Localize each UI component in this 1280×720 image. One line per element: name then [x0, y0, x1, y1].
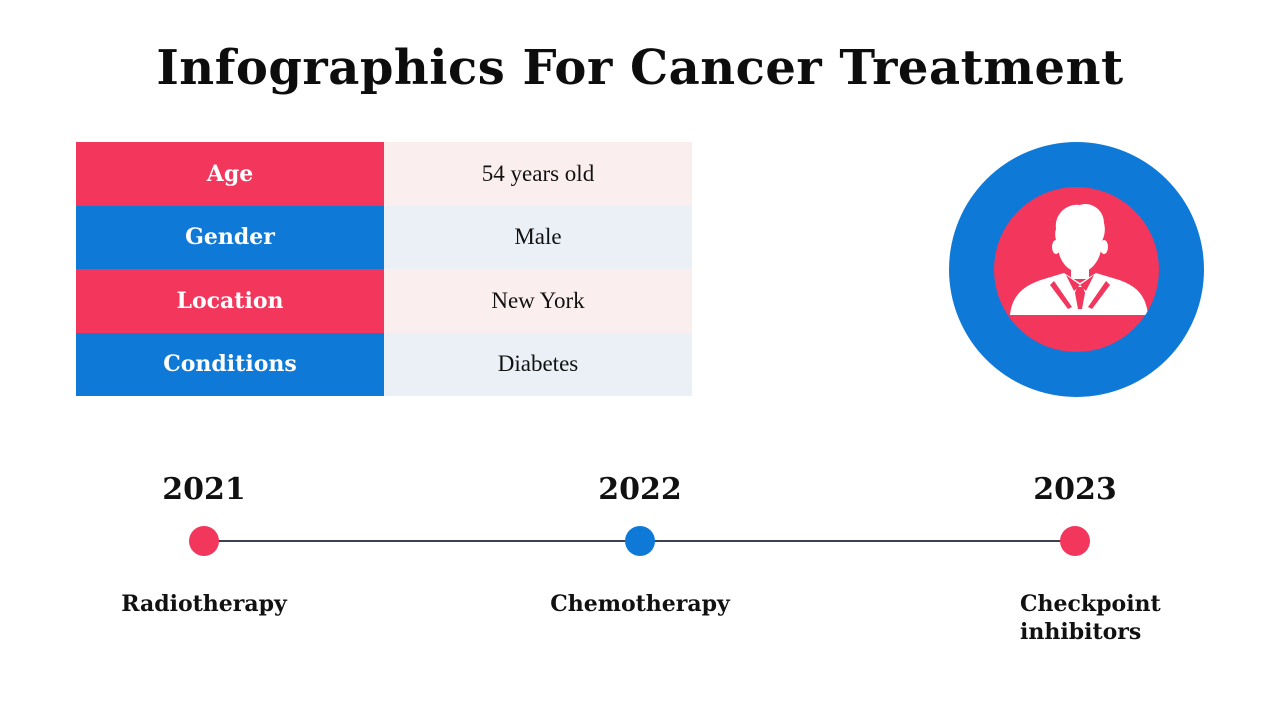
timeline-year: 2023 [1033, 472, 1117, 507]
avatar [949, 142, 1204, 397]
info-row-location: Location New York [76, 269, 692, 333]
info-label-location: Location [76, 269, 384, 333]
timeline-label: Radiotherapy [121, 591, 287, 617]
treatment-timeline: 2021 Radiotherapy 2022 Chemotherapy 2023… [0, 460, 1280, 660]
person-icon [1010, 203, 1148, 315]
timeline-label: Checkpoint inhibitors [1020, 591, 1161, 645]
info-label-age: Age [76, 142, 384, 206]
avatar-inner-circle [994, 187, 1159, 352]
timeline-dot [1060, 526, 1090, 556]
info-row-age: Age 54 years old [76, 142, 692, 206]
patient-info-table: Age 54 years old Gender Male Location Ne… [76, 142, 692, 396]
info-value-location: New York [384, 269, 692, 333]
timeline-year: 2021 [162, 472, 246, 507]
timeline-dot [625, 526, 655, 556]
timeline-year: 2022 [598, 472, 682, 507]
info-row-conditions: Conditions Diabetes [76, 332, 692, 396]
info-value-gender: Male [384, 205, 692, 269]
info-label-gender: Gender [76, 205, 384, 269]
info-value-conditions: Diabetes [384, 332, 692, 396]
info-label-conditions: Conditions [76, 332, 384, 396]
timeline-dot [189, 526, 219, 556]
page-title: Infographics For Cancer Treatment [156, 40, 1124, 96]
info-value-age: 54 years old [384, 142, 692, 206]
info-row-gender: Gender Male [76, 205, 692, 269]
timeline-label: Chemotherapy [550, 591, 730, 617]
